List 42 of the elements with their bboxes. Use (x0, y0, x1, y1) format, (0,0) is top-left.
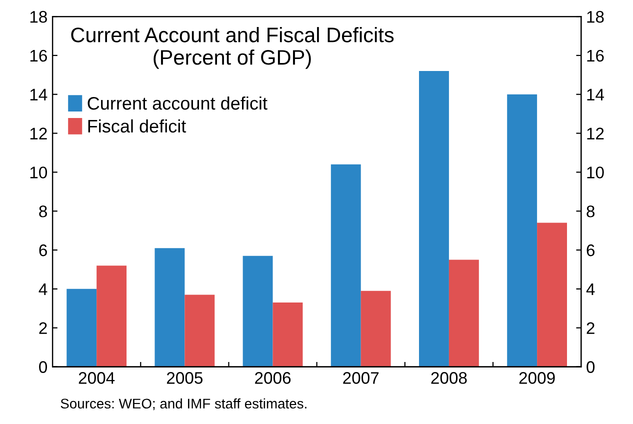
y-tick-label: 8 (39, 206, 47, 218)
bar (360, 290, 391, 367)
y2-tick-label: 16 (587, 50, 604, 62)
bar (242, 256, 273, 367)
bar (154, 248, 185, 367)
y-tick-label: 16 (30, 50, 47, 62)
bar (537, 222, 567, 367)
bar (96, 266, 127, 367)
text: Current Account and Fiscal Deficits (Percent of GDP) (71, 27, 394, 69)
bar (507, 94, 538, 367)
y-tick-label: 6 (39, 244, 47, 256)
x-tick-label: 2007 (343, 372, 379, 384)
source-note: Sources: WEO; and IMF staff estimates. (60, 398, 306, 410)
x-tick-label: 2005 (166, 372, 203, 384)
y2-tick-label: 4 (586, 284, 595, 295)
bar (419, 71, 449, 367)
x-tick-label: 2004 (78, 372, 115, 384)
y-tick-label: 0 (39, 361, 48, 373)
y2-tick-label: 10 (587, 166, 604, 178)
y2-tick-label: 14 (587, 88, 604, 100)
x-tick-label: 2008 (431, 372, 467, 384)
x-tick-label: 2009 (519, 372, 555, 384)
x-tick-label: 2006 (255, 372, 291, 384)
y-tick-label: 18 (30, 10, 47, 23)
y2-tick-label: 12 (587, 128, 604, 140)
legend-label: Current account deficit (88, 96, 268, 110)
bar (330, 164, 361, 367)
bar (66, 288, 97, 367)
y-tick-label: 14 (30, 88, 48, 100)
legend-label: Fiscal deficit (88, 119, 186, 133)
y2-tick-label: 8 (586, 206, 594, 218)
y-tick-label: 4 (38, 284, 48, 295)
y-tick-label: 10 (30, 166, 48, 178)
y2-tick-label: 6 (586, 244, 594, 256)
y2-tick-label: 0 (586, 361, 595, 373)
bar (184, 294, 215, 367)
y-tick-label: 12 (30, 128, 47, 140)
bar (448, 260, 479, 367)
y2-tick-label: 2 (586, 322, 594, 334)
bar (272, 302, 303, 367)
y2-tick-label: 18 (587, 10, 604, 23)
y-tick-label: 2 (39, 322, 47, 334)
